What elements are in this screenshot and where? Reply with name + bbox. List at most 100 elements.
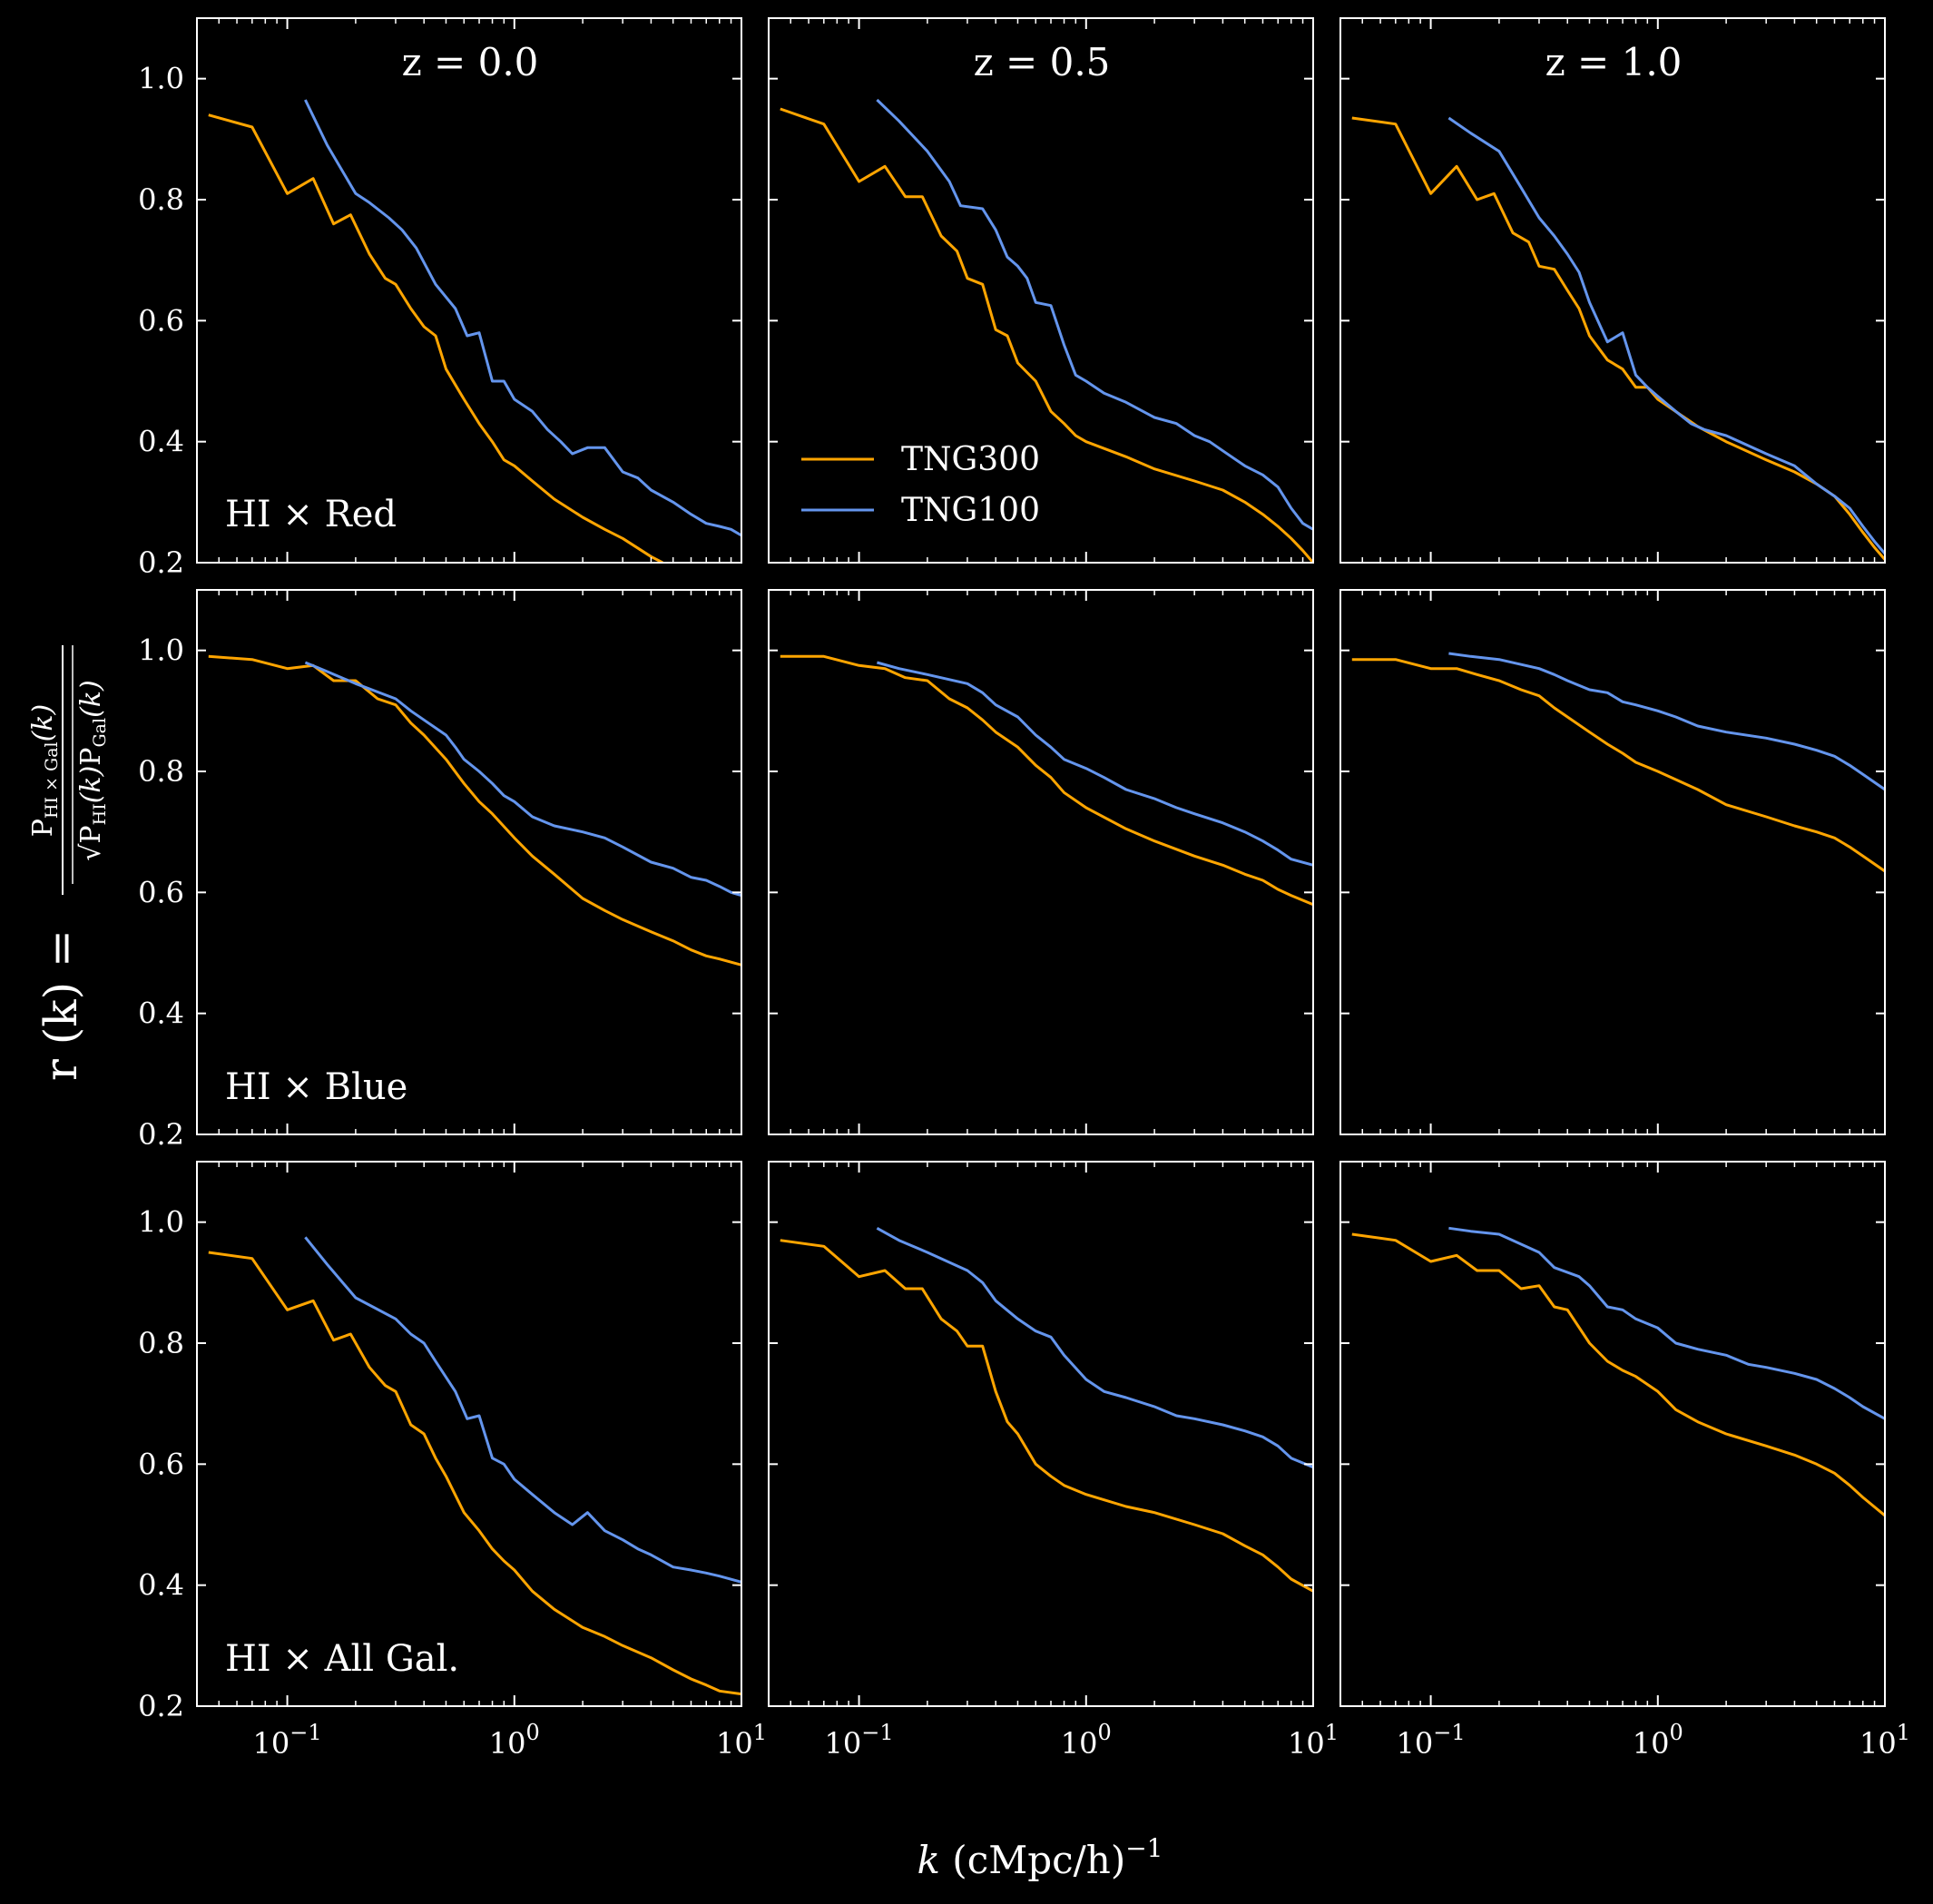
y-tick-label: 0.8	[138, 754, 184, 789]
line-tng100-r2-c1	[876, 1226, 1313, 1469]
y-tick-label: 0.6	[138, 875, 184, 909]
x-tick-exponent: 1	[1325, 1720, 1339, 1745]
panel-frame	[196, 1161, 742, 1707]
panel-r2-c2: 10−1 100 101	[1339, 1161, 1910, 1761]
series-group	[780, 654, 1313, 907]
y-tick-label: 0.8	[138, 182, 184, 217]
x-tick-exponent: 0	[1670, 1720, 1683, 1745]
y-tick-label: 0.6	[138, 303, 184, 338]
denominator-p1: P	[75, 825, 107, 843]
x-axis-label-k: k	[917, 1838, 940, 1882]
series-group	[208, 1236, 741, 1696]
numerator-k: (k)	[27, 704, 59, 742]
panel-frame	[768, 589, 1314, 1135]
x-tick-base: 10	[1859, 1726, 1897, 1761]
y-tick-label: 0.2	[138, 1689, 184, 1723]
panel-r1-c1	[768, 589, 1314, 1135]
numerator-p: P	[27, 819, 59, 837]
x-tick-label: 101	[1288, 1720, 1339, 1761]
y-axis-denominator: √PHI(k)PGal(k)	[75, 680, 110, 860]
x-axis-label-exponent: −1	[1125, 1833, 1163, 1863]
series-group	[780, 98, 1313, 563]
panel-frame	[1339, 17, 1886, 564]
row-label-red: HI × Red	[225, 494, 397, 535]
x-tick-base: 10	[253, 1726, 290, 1761]
panel-r0-c2	[1339, 17, 1886, 564]
x-tick-label: 101	[1859, 1720, 1910, 1761]
y-axis-label-lhs: r (k) =	[34, 929, 87, 1081]
series-group	[1351, 1226, 1885, 1517]
x-tick-label: 100	[1061, 1720, 1112, 1761]
y-tick-label: 0.8	[138, 1326, 184, 1360]
series-group	[208, 99, 741, 563]
x-tick-exponent: −1	[861, 1720, 893, 1745]
panel-frame	[1339, 589, 1886, 1135]
series-group	[780, 1226, 1313, 1593]
y-tick-label: 0.6	[138, 1447, 184, 1481]
denominator-sqrt: √	[75, 843, 107, 861]
x-tick-label: 10−1	[253, 1720, 322, 1761]
line-tng300-r2-c2	[1351, 1232, 1885, 1517]
x-tick-exponent: 1	[1897, 1720, 1910, 1745]
y-tick-label: 1.0	[138, 1205, 184, 1240]
y-axis-label: r (k) = PHI × Gal(k) √PHI(k)PGal(k)	[27, 645, 110, 1081]
y-axis-numerator: PHI × Gal(k)	[27, 704, 62, 837]
panel-r2-c1: 10−1 100 101	[768, 1161, 1339, 1761]
series-group	[208, 654, 741, 967]
line-tng300-r1-c1	[780, 654, 1313, 907]
panel-r0-c0: 0.2 0.4 0.6 0.8 1.0	[138, 17, 742, 580]
panel-frame	[768, 17, 1314, 564]
panel-r1-c2	[1339, 589, 1886, 1135]
x-tick-base: 10	[1397, 1726, 1434, 1761]
panel-r0-c1	[768, 17, 1314, 564]
line-tng300-r2-c1	[780, 1239, 1313, 1593]
panel-frame	[1339, 1161, 1886, 1707]
x-tick-label: 10−1	[1397, 1720, 1466, 1761]
line-tng300-r1-c2	[1351, 658, 1885, 873]
x-tick-base: 10	[716, 1726, 753, 1761]
column-title-z05: z = 0.5	[974, 40, 1111, 84]
line-tng100-r1-c1	[876, 661, 1313, 867]
line-tng300-r0-c0	[208, 113, 663, 563]
denominator-k1: (k)	[75, 766, 107, 804]
x-axis-label-unit: (cMpc/h)	[940, 1838, 1125, 1882]
line-tng300-r1-c0	[208, 654, 741, 967]
line-tng100-r2-c2	[1448, 1226, 1885, 1420]
y-tick-label: 0.2	[138, 545, 184, 580]
row-label-all-gal: HI × All Gal.	[225, 1638, 459, 1680]
x-tick-exponent: 0	[526, 1720, 540, 1745]
line-tng100-r0-c2	[1447, 116, 1885, 555]
x-tick-base: 10	[489, 1726, 526, 1761]
numerator-subscript: HI × Gal	[42, 741, 62, 819]
y-tick-label: 0.4	[138, 425, 184, 459]
line-tng100-r1-c2	[1448, 652, 1885, 791]
line-tng300-r2-c0	[208, 1251, 741, 1696]
line-tng100-r0-c1	[876, 98, 1313, 531]
x-axis-label: k (cMpc/h)−1	[917, 1833, 1163, 1882]
line-tng300-r0-c1	[780, 107, 1313, 563]
x-tick-base: 10	[1633, 1726, 1670, 1761]
x-tick-label: 100	[1633, 1720, 1683, 1761]
x-tick-label: 10−1	[825, 1720, 894, 1761]
column-title-z0: z = 0.0	[402, 40, 539, 84]
x-tick-exponent: 1	[753, 1720, 767, 1745]
x-tick-base: 10	[1288, 1726, 1325, 1761]
denominator-k2: (k)	[75, 680, 107, 718]
line-tng100-r2-c0	[304, 1236, 741, 1584]
x-tick-exponent: 0	[1098, 1720, 1112, 1745]
row-label-blue: HI × Blue	[225, 1066, 407, 1108]
panel-r2-c0: 0.20.40.60.81.010−1 100 101	[138, 1161, 767, 1761]
x-tick-label: 100	[489, 1720, 540, 1761]
denominator-subscript-hi: HI	[90, 803, 110, 825]
panel-frame	[768, 1161, 1314, 1707]
y-tick-label: 1.0	[138, 62, 184, 96]
series-group	[1351, 116, 1885, 561]
column-title-z1: z = 1.0	[1545, 40, 1683, 84]
denominator-p2: P	[75, 748, 107, 766]
y-tick-label: 0.2	[138, 1117, 184, 1152]
series-group	[1351, 652, 1885, 873]
panel-frame	[196, 17, 742, 564]
legend-label-tng300: TNG300	[901, 441, 1040, 478]
x-tick-label: 101	[716, 1720, 767, 1761]
